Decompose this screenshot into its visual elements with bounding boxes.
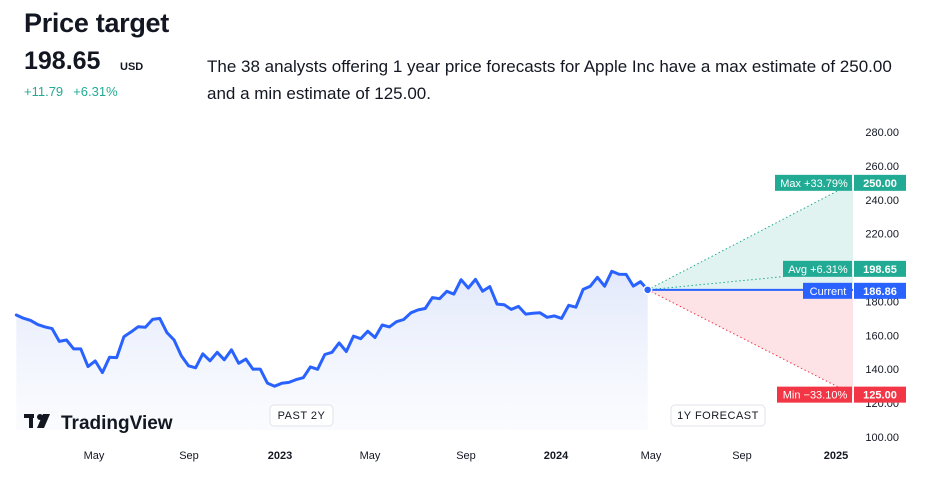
y-tick-label: 280.00 <box>865 127 899 139</box>
change-percent: +6.31% <box>73 84 118 99</box>
max-tag: Max +33.79% 250.00 <box>775 174 906 191</box>
min-tag-label: Min −33.10% <box>783 390 848 402</box>
current-price: 198.65 <box>24 47 101 75</box>
tradingview-logo-text: TradingView <box>61 413 173 434</box>
x-tick-label: Sep <box>456 450 476 462</box>
x-tick-label: May <box>641 450 662 462</box>
min-tag: Min −33.10% 125.00 <box>777 386 906 403</box>
current-price-dot <box>642 285 653 295</box>
current-tag-label: Current <box>810 286 847 298</box>
current-tag-value-bg <box>854 282 906 299</box>
x-tick-label: 2023 <box>268 450 292 462</box>
y-tick-label: 220.00 <box>865 229 899 241</box>
max-tag-value: 250.00 <box>863 178 897 190</box>
x-tick-label: May <box>360 450 381 462</box>
min-tag-label-bg <box>777 386 852 403</box>
min-tag-value: 125.00 <box>863 390 897 402</box>
change-absolute: +11.79 <box>24 84 64 99</box>
max-tag-label: Max +33.79% <box>780 178 848 190</box>
x-tick-label: 2025 <box>824 450 848 462</box>
y-tick-label: 240.00 <box>865 195 899 207</box>
current-tag-label-bg <box>803 282 852 299</box>
avg-tag-value-bg <box>854 260 906 277</box>
x-tick-label: May <box>84 450 105 462</box>
x-tick-label: 2024 <box>544 450 569 462</box>
tradingview-logo-icon <box>24 414 50 428</box>
avg-tag-label: Avg +6.31% <box>788 264 848 276</box>
forecast-period-pill: 1Y FORECAST <box>670 404 766 427</box>
forecast-description: The 38 analysts offering 1 year price fo… <box>207 57 892 103</box>
past-period-pill: PAST 2Y <box>269 404 334 427</box>
page-title: Price target <box>24 8 169 38</box>
price-history-line <box>14 269 650 388</box>
price-change: +11.79 +6.31% <box>24 84 118 99</box>
tradingview-logo[interactable]: TradingView <box>24 413 173 434</box>
x-tick-label: Sep <box>732 450 752 462</box>
x-tick-label: Sep <box>179 450 199 462</box>
forecast-period-label: 1Y FORECAST <box>677 410 759 422</box>
y-tick-label: 100.00 <box>865 432 899 444</box>
y-tick-label: 140.00 <box>865 364 899 376</box>
history-area <box>16 271 648 430</box>
past-period-label: PAST 2Y <box>278 410 326 422</box>
avg-tag: Avg +6.31% 198.65 <box>783 260 906 277</box>
current-tag: Current 186.86 <box>803 282 906 299</box>
y-tick-label: 180.00 <box>865 296 899 308</box>
forecast-max-line <box>647 182 854 291</box>
max-tag-value-bg <box>854 174 906 191</box>
avg-tag-value: 198.65 <box>863 264 897 276</box>
min-tag-value-bg <box>854 386 906 403</box>
forecast-lower-area <box>647 289 853 395</box>
forecast-min-line <box>647 289 854 396</box>
current-tag-value: 186.86 <box>863 286 897 298</box>
avg-tag-label-bg <box>783 260 852 277</box>
y-tick-label: 160.00 <box>865 330 899 342</box>
currency-label: USD <box>120 61 144 73</box>
max-tag-label-bg <box>775 174 852 191</box>
y-tick-label: 260.00 <box>865 161 899 173</box>
